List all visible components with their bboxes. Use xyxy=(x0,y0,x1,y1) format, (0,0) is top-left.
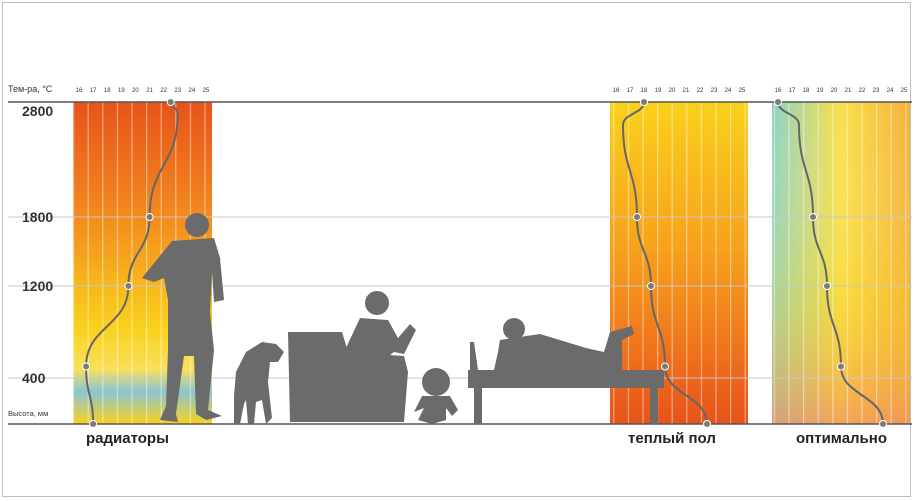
y-tick-1800: 1800 xyxy=(22,209,53,225)
x-tick-3-19: 19 xyxy=(817,88,824,94)
marker-2-1 xyxy=(633,213,641,221)
y-tick-1200: 1200 xyxy=(22,278,53,294)
x-tick-3-21: 21 xyxy=(845,88,852,94)
x-tick-2-16: 16 xyxy=(613,88,620,94)
x-tick-2-17: 17 xyxy=(627,88,634,94)
x-tick-1-23: 23 xyxy=(174,88,181,94)
marker-1-2 xyxy=(124,282,133,290)
marker-2-3 xyxy=(661,362,669,371)
panel-label-2: теплый пол xyxy=(628,430,716,447)
marker-3-4 xyxy=(879,420,887,428)
x-tick-3-24: 24 xyxy=(887,88,894,94)
x-tick-2-20: 20 xyxy=(669,88,676,94)
silhouette-adult xyxy=(142,213,224,422)
y-axis-title: Высота, мм xyxy=(8,409,48,418)
silhouette-dog xyxy=(234,342,284,424)
silhouettes xyxy=(142,213,664,424)
x-tick-1-16: 16 xyxy=(76,88,83,94)
x-tick-1-24: 24 xyxy=(189,88,196,94)
x-tick-2-22: 22 xyxy=(697,88,704,94)
y-tick-2800: 2800 xyxy=(22,103,53,119)
panel-label-3: оптимально xyxy=(796,430,887,447)
x-tick-3-18: 18 xyxy=(803,88,810,94)
x-tick-3-22: 22 xyxy=(859,88,866,94)
x-tick-3-20: 20 xyxy=(831,88,838,94)
marker-2-0 xyxy=(640,98,648,106)
x-tick-1-21: 21 xyxy=(146,88,153,94)
x-tick-2-21: 21 xyxy=(683,88,690,94)
x-tick-1-20: 20 xyxy=(132,88,139,94)
x-tick-3-16: 16 xyxy=(775,88,782,94)
marker-2-4 xyxy=(703,420,711,428)
x-tick-1-19: 19 xyxy=(118,88,125,94)
temperature-curves xyxy=(82,98,887,428)
marker-3-3 xyxy=(837,362,845,371)
silhouette-bench-person xyxy=(468,318,664,424)
marker-3-1 xyxy=(809,213,817,221)
x-tick-3-25: 25 xyxy=(901,88,908,94)
x-tick-2-18: 18 xyxy=(641,88,648,94)
marker-2-2 xyxy=(647,282,655,290)
marker-3-0 xyxy=(774,98,782,106)
stripe-pattern-3 xyxy=(772,102,910,424)
marker-1-4 xyxy=(89,420,98,428)
marker-1-0 xyxy=(166,98,175,106)
y-tick-400: 400 xyxy=(22,370,46,386)
chart-text: 2800 1800 1200 400 Тем-ра, °С Высота, мм 16 17 1… xyxy=(8,84,908,447)
marker-3-2 xyxy=(823,282,831,290)
x-tick-1-22: 22 xyxy=(160,88,167,94)
x-tick-2-23: 23 xyxy=(711,88,718,94)
x-tick-3-23: 23 xyxy=(873,88,880,94)
x-tick-2-24: 24 xyxy=(725,88,732,94)
x-tick-2-19: 19 xyxy=(655,88,662,94)
grid-lines xyxy=(8,101,912,425)
x-tick-1-25: 25 xyxy=(203,88,210,94)
x-tick-1-17: 17 xyxy=(90,88,97,94)
marker-1-3 xyxy=(82,362,91,371)
silhouette-armchair xyxy=(288,291,416,422)
x-tick-2-25: 25 xyxy=(739,88,746,94)
curve-2 xyxy=(621,101,708,425)
marker-1-1 xyxy=(145,213,154,221)
x-tick-1-18: 18 xyxy=(104,88,111,94)
panel-label-1: радиаторы xyxy=(86,430,169,447)
x-tick-3-17: 17 xyxy=(789,88,796,94)
x-axis-title: Тем-ра, °С xyxy=(8,84,53,94)
silhouette-baby xyxy=(414,368,458,424)
curve-3 xyxy=(777,101,884,425)
